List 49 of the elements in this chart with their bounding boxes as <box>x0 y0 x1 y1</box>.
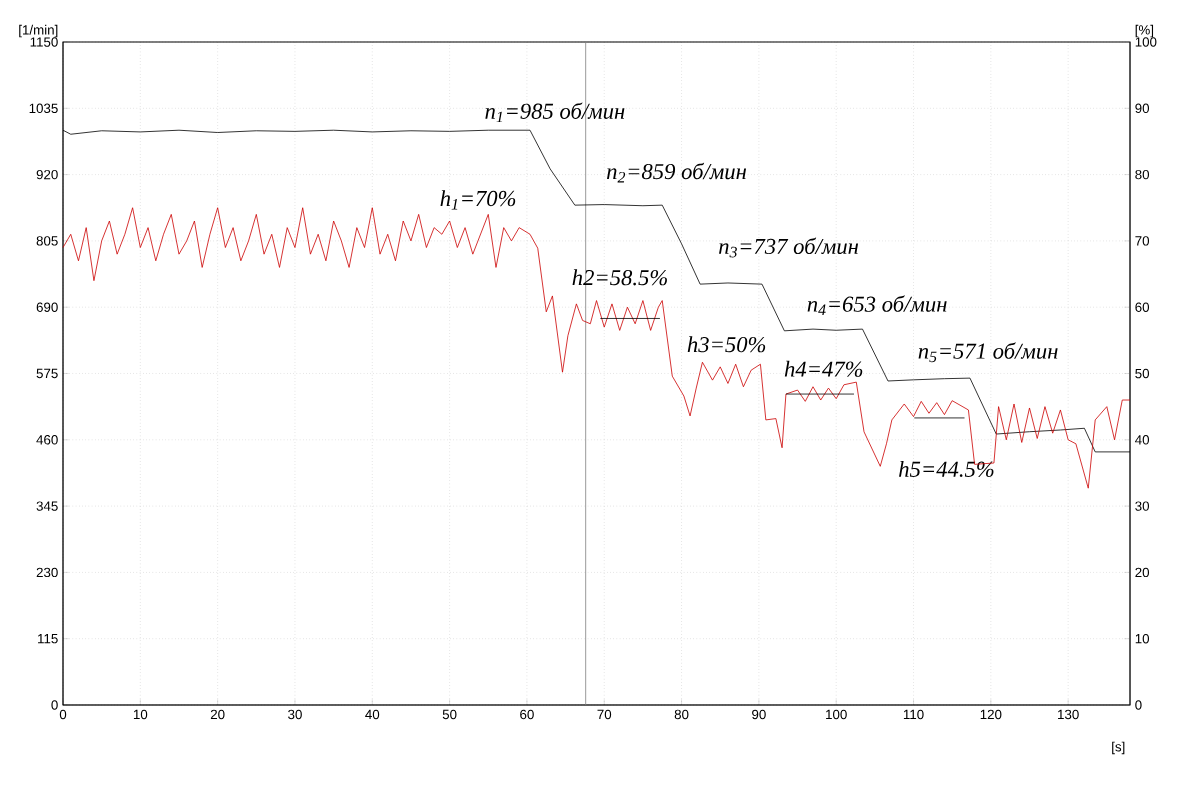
x-tick-label: 80 <box>674 709 689 720</box>
y-tick-label: 460 <box>36 435 58 445</box>
x-tick-label: 70 <box>597 709 612 720</box>
annotation: h4=47% <box>784 360 863 377</box>
annotation: n$_{5}$=571 об/мин <box>918 342 1058 363</box>
x-tick-label: 100 <box>826 709 847 720</box>
x-tick-label: 0 <box>59 709 67 720</box>
y2-tick-label: 50 <box>1135 368 1150 379</box>
x-tick-label: 10 <box>133 709 148 720</box>
y2-tick-label: 40 <box>1135 435 1150 445</box>
y-axis-title: [1/min] <box>19 24 58 38</box>
y-tick-label: 230 <box>36 567 58 578</box>
y2-tick-label: 20 <box>1135 567 1150 578</box>
x-tick-label: 50 <box>442 709 457 720</box>
y2-tick-label: 60 <box>1135 302 1150 312</box>
annotation: n$_{3}$=737 об/мин <box>719 237 859 258</box>
annotation: n$_{1}$=985 об/мин <box>485 102 625 123</box>
y-tick-label: 690 <box>36 302 58 312</box>
x-tick-label: 40 <box>365 709 380 720</box>
y2-tick-label: 70 <box>1135 236 1150 246</box>
annotation: h$_{1}$=70% <box>440 190 516 210</box>
y-tick-label: 0 <box>51 700 58 710</box>
y2-tick-label: 30 <box>1135 501 1150 511</box>
x-tick-label: 30 <box>288 709 302 720</box>
annotation: h2=58.5% <box>572 269 667 286</box>
y2-tick-label: 80 <box>1135 169 1150 180</box>
x-tick-label: 120 <box>980 709 1002 720</box>
y-tick-label: 345 <box>36 501 58 511</box>
annotation: h3=50% <box>687 336 766 353</box>
annotation: h5=44.5% <box>899 460 994 477</box>
y-tick-label: 575 <box>36 368 58 379</box>
x-tick-label: 130 <box>1058 709 1079 720</box>
x-tick-label: 90 <box>752 709 766 720</box>
y-tick-label: 1150 <box>30 37 58 47</box>
y-tick-label: 115 <box>38 634 58 644</box>
annotation: n$_{2}$=859 об/мин <box>607 162 747 183</box>
y2-tick-label: 0 <box>1135 700 1142 710</box>
y-tick-label: 920 <box>36 169 58 180</box>
y2-tick-label: 90 <box>1135 103 1150 114</box>
annotation: n$_{4}$=653 об/мин <box>807 295 947 316</box>
x-tick-label: 60 <box>520 709 534 720</box>
x-axis-title: [s] <box>1112 741 1125 755</box>
y-tick-label: 1035 <box>29 103 58 114</box>
x-tick-label: 110 <box>903 709 924 720</box>
y-tick-label: 805 <box>36 236 58 246</box>
y2-tick-label: 100 <box>1135 37 1157 47</box>
x-tick-label: 20 <box>210 709 225 720</box>
y2-axis-title: [%] <box>1135 24 1154 38</box>
y2-tick-label: 10 <box>1135 633 1150 644</box>
